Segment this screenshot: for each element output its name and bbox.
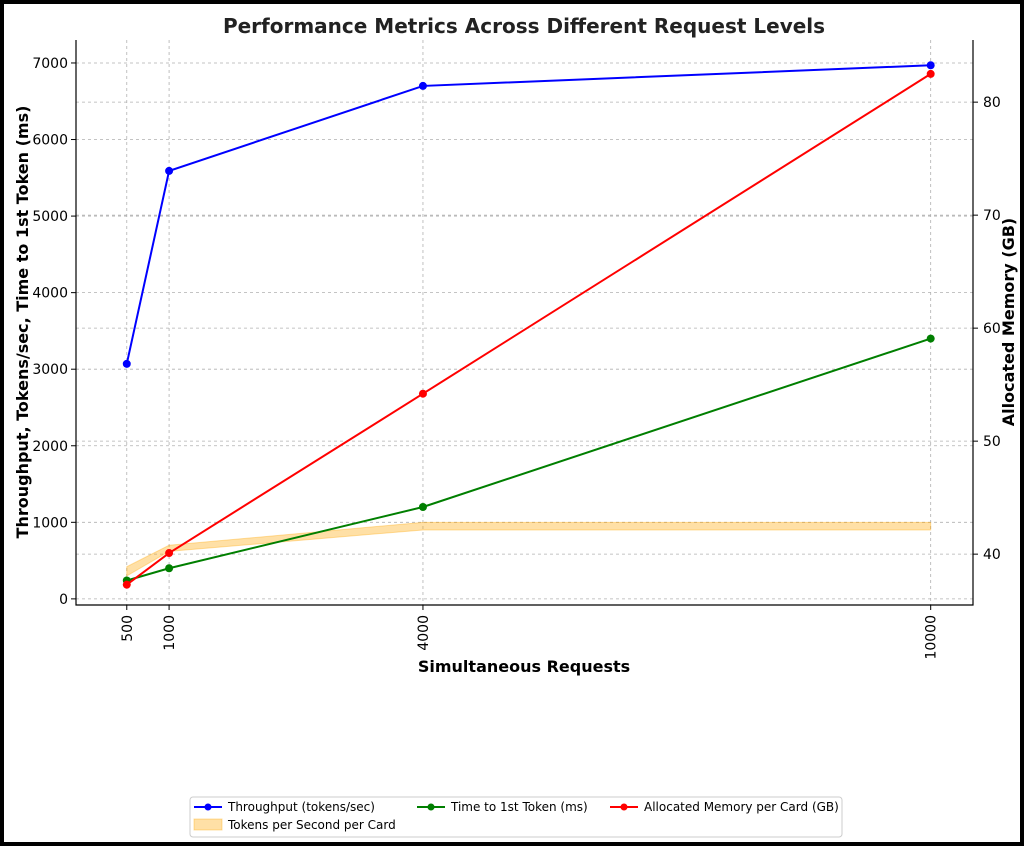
time-to-1st-token-ms-line [126,337,932,582]
x-axis-label: Simultaneous Requests [418,657,630,676]
x-tick-label: 1000 [162,615,178,651]
x-tick-label: 4000 [416,615,432,651]
allocated-memory-per-card-gb-point [418,389,427,398]
time-to-1st-token-ms-point [165,564,174,573]
tick-layer: 500 1000 4000 10000 0 1000 2000 3000 4000 5000 600… [32,56,1000,660]
time-to-1st-token-ms-point [418,503,427,512]
y-right-tick-label: 50 [983,434,1001,450]
throughput-tokens-sec-line [125,64,931,365]
x-tick-label: 500 [120,615,136,642]
y-left-tick-label: 0 [59,592,68,608]
y-left-tick-label: 7000 [32,56,68,72]
chart: 500 1000 4000 10000 0 1000 2000 3000 4000 5000 600… [13,14,1018,838]
y-right-tick-label: 60 [983,321,1001,337]
y-left-tick-label: 5000 [32,209,68,225]
y-left-tick-label: 1000 [32,515,68,531]
legend-swatch-marker [620,803,628,811]
allocated-memory-per-card-gb-point [122,580,131,589]
y-left-tick-label: 4000 [32,286,68,302]
legend-swatch-band [193,818,223,831]
throughput-tokens-sec-point [926,61,935,70]
y-right-tick-label: 40 [983,547,1001,563]
throughput-tokens-sec-point [122,359,131,368]
legend-swatch-marker [204,803,212,811]
legend-label: Allocated Memory per Card (GB) [644,800,839,814]
allocated-memory-per-card-gb-line [126,73,932,586]
y-right-tick-label: 70 [983,208,1001,224]
y-axis-left-label: Throughput, Tokens/sec, Time to 1st Toke… [13,106,32,539]
allocated-memory-per-card-gb-point [926,69,935,78]
axes [75,40,974,606]
y-axis-right-label: Allocated Memory (GB) [999,218,1018,426]
y-left-tick-label: 6000 [32,133,68,149]
tokens-per-card-band [126,521,932,577]
plot-spine [75,40,974,606]
y-left-tick-label: 2000 [32,439,68,455]
legend-label: Throughput (tokens/sec) [227,800,375,814]
series-layer [122,61,935,589]
legend-label: Tokens per Second per Card [227,818,396,832]
y-right-tick-label: 80 [983,95,1001,111]
grid [76,40,973,605]
x-tick-label: 10000 [924,615,940,660]
y-left-tick-label: 3000 [32,362,68,378]
legend: Throughput (tokens/sec) Time to 1st Token… [189,796,843,838]
throughput-tokens-sec-point [165,166,174,175]
chart-title: Performance Metrics Across Different Req… [223,14,825,38]
allocated-memory-per-card-gb-point [165,549,174,558]
legend-swatch-marker [427,803,435,811]
legend-label: Time to 1st Token (ms) [450,800,588,814]
legend-box [189,796,843,838]
throughput-tokens-sec-point [418,81,427,90]
time-to-1st-token-ms-point [926,334,935,343]
